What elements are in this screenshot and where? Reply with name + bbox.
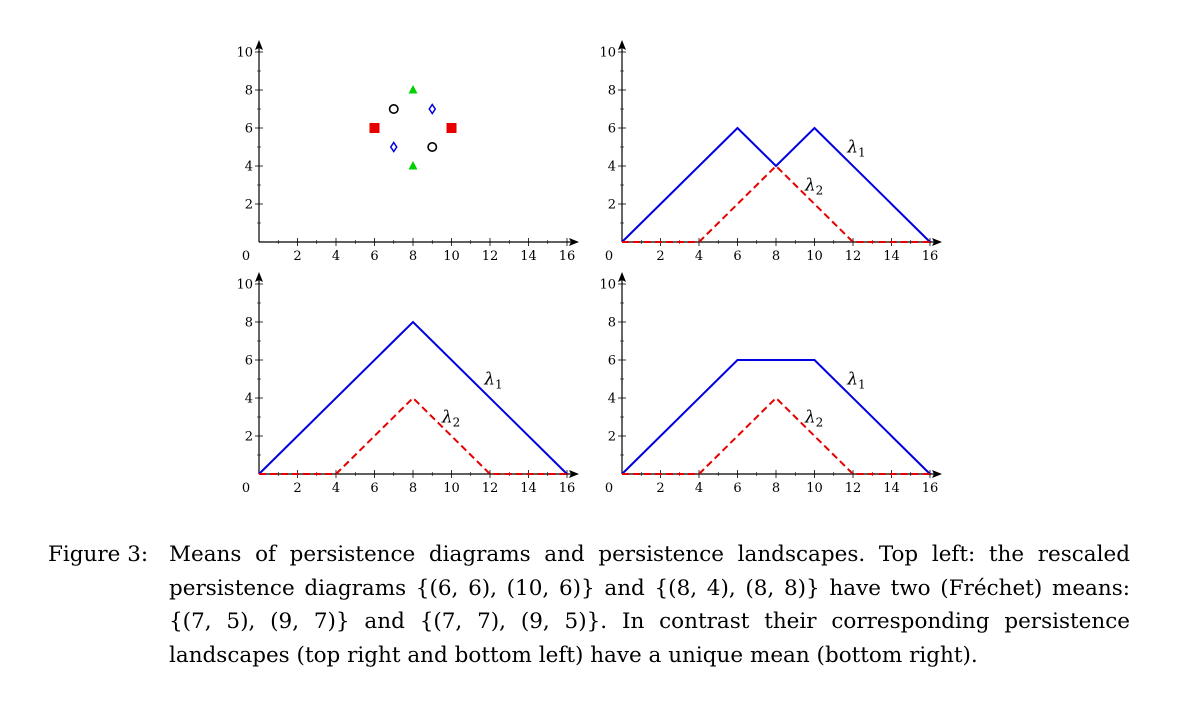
x-tick-label: 6 [733,249,741,264]
x-tick-label: 8 [409,481,417,496]
y-tick-label: 4 [608,160,616,175]
x-axis-arrow [569,470,579,478]
point-diamond [389,141,398,153]
y-tick-label: 10 [236,46,253,61]
lambda-label-2: λ2 [804,176,823,198]
panel-top-left: 0 2 4 6 8 10 12 14 16 2 4 6 8 10 [236,40,579,264]
y-tick-label: 4 [245,160,253,175]
point-circle [427,142,438,153]
y-axis-arrow [618,272,626,282]
x-tick-label: 12 [482,481,499,496]
x-tick-label: 12 [482,249,499,264]
x-tick-label: 0 [242,249,250,264]
y-tick-label: 2 [608,430,616,445]
landscape-line-solid [258,320,568,475]
y-tick-label: 4 [245,392,253,407]
x-tick-label: 0 [242,481,250,496]
x-tick-label: 4 [332,249,340,264]
y-axis-arrow [618,40,626,50]
x-tick-label: 4 [695,481,703,496]
lambda-subscript: 1 [858,146,866,160]
lambda-subscript: 2 [816,184,824,198]
y-tick-label: 10 [599,278,616,293]
caption-label: Figure 3: [48,542,149,567]
landscape-line-dashed [622,164,930,243]
lambda-label-1: λ1 [846,370,865,392]
x-tick-label: 14 [883,249,900,264]
x-tick-label: 14 [520,481,537,496]
point-triangle [408,161,418,170]
caption-text: Means of persistence diagrams and persis… [169,542,1130,668]
lambda-label-1: λ1 [483,370,502,392]
x-tick-label: 12 [845,249,862,264]
landscape-line-dashed [622,396,930,475]
y-tick-label: 10 [599,46,616,61]
point-square [369,123,380,133]
point-diamond [428,103,437,115]
landscape-line-dashed [259,396,567,475]
x-tick-label: 14 [883,481,900,496]
figure-caption: Figure 3: Means of persistence diagrams … [48,538,1130,672]
x-axis-arrow [932,470,942,478]
landscape-line-solid [621,359,931,475]
y-tick-label: 6 [608,354,616,369]
x-tick-label: 16 [922,249,939,264]
x-tick-label: 8 [772,481,780,496]
y-axis-arrow [255,40,263,50]
y-tick-label: 6 [608,122,616,137]
lambda-subscript: 1 [858,378,866,392]
y-tick-label: 6 [245,354,253,369]
y-tick-label: 4 [608,392,616,407]
x-tick-label: 16 [559,249,576,264]
point-square [446,123,457,133]
y-tick-label: 8 [245,84,253,99]
x-tick-label: 16 [922,481,939,496]
x-tick-label: 4 [695,249,703,264]
x-tick-label: 6 [733,481,741,496]
x-tick-label: 10 [806,481,823,496]
lambda-subscript: 1 [495,378,503,392]
x-axis-arrow [932,238,942,246]
lambda-label-2: λ2 [804,408,823,430]
y-tick-label: 6 [245,122,253,137]
x-tick-label: 10 [443,249,460,264]
x-tick-label: 8 [772,249,780,264]
lambda-subscript: 2 [816,416,824,430]
x-tick-label: 8 [409,249,417,264]
y-tick-label: 8 [245,316,253,331]
y-tick-label: 8 [608,316,616,331]
x-tick-label: 10 [443,481,460,496]
x-tick-label: 6 [370,249,378,264]
lambda-label-2: λ2 [441,408,460,430]
landscape-line-solid [621,126,931,243]
point-circle [388,104,399,115]
x-tick-label: 6 [370,481,378,496]
lambda-subscript: 2 [453,416,461,430]
x-tick-label: 14 [520,249,537,264]
x-tick-label: 0 [605,481,613,496]
x-tick-label: 2 [293,481,301,496]
y-tick-label: 2 [608,198,616,213]
x-tick-label: 2 [656,481,664,496]
x-tick-label: 12 [845,481,862,496]
x-tick-label: 10 [806,249,823,264]
y-tick-label: 10 [236,278,253,293]
lambda-label-1: λ1 [846,138,865,160]
x-tick-label: 0 [605,249,613,264]
y-tick-label: 2 [245,430,253,445]
y-axis-arrow [255,272,263,282]
x-axis-arrow [569,238,579,246]
x-tick-label: 2 [656,249,664,264]
y-tick-label: 2 [245,198,253,213]
point-triangle [408,85,418,94]
x-tick-label: 16 [559,481,576,496]
y-tick-label: 8 [608,84,616,99]
x-tick-label: 2 [293,249,301,264]
x-tick-label: 4 [332,481,340,496]
